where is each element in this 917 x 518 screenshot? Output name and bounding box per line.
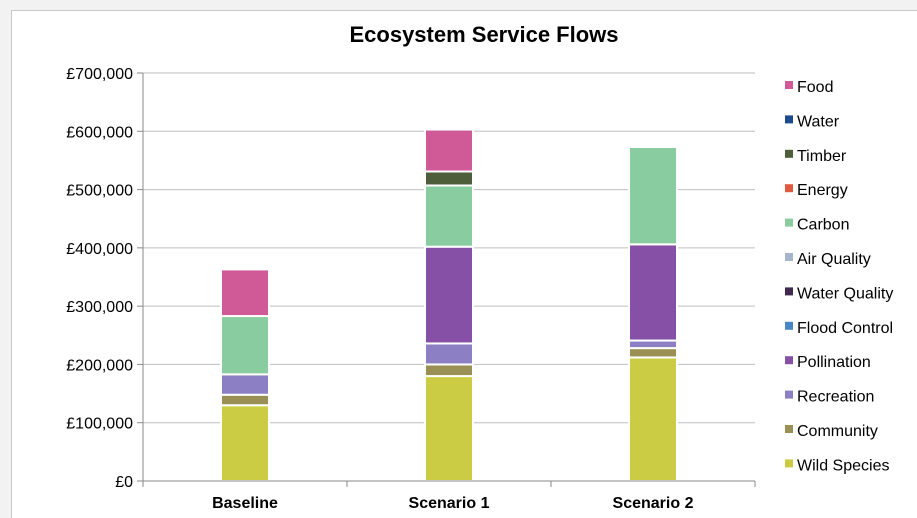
bar-segment-community [424, 363, 474, 378]
legend-label: Community [797, 423, 878, 440]
bar-segment-community [628, 347, 678, 359]
legend-swatch [785, 390, 793, 399]
bar-segment-wild-species [628, 356, 678, 483]
bar-segment-recreation [628, 339, 678, 350]
y-axis-tick-labels: £0 £100,000 £200,000 £300,000 £400,000 £500,0… [66, 66, 133, 491]
x-axis [142, 73, 756, 487]
legend-swatch [785, 356, 793, 365]
bar-segment-carbon [628, 146, 678, 246]
bar-segment-carbon [424, 184, 474, 248]
legend-label: Carbon [797, 217, 849, 234]
bar-segment-carbon [220, 315, 270, 376]
bar-segment-food [220, 268, 270, 318]
y-tick-label: £600,000 [66, 124, 133, 141]
legend-swatch [785, 81, 793, 89]
legend-swatch [785, 287, 793, 296]
legend: Food Water Timber Energy Carbon Air Quality Wa… [785, 79, 893, 474]
x-tick-label: Baseline [212, 495, 278, 512]
legend-label: Food [797, 79, 833, 96]
legend-label: Energy [797, 182, 848, 199]
legend-swatch [785, 459, 793, 468]
x-tick-label: Scenario 2 [613, 495, 694, 512]
y-tick-label: £400,000 [66, 241, 133, 258]
bar-stacks [220, 128, 678, 483]
legend-swatch [785, 149, 793, 158]
bar-segment-recreation [424, 342, 474, 366]
bar-stack-baseline [220, 268, 270, 483]
bar-segment-food [424, 128, 474, 173]
legend-label: Water Quality [797, 285, 893, 302]
legend-swatch [785, 425, 793, 433]
legend-label: Water [797, 113, 840, 130]
bar-segment-wild-species [220, 404, 270, 483]
bar-segment-recreation [220, 373, 270, 396]
legend-swatch [785, 321, 793, 330]
bar-segment-wild-species [424, 375, 474, 483]
legend-swatch [785, 218, 793, 227]
legend-swatch [785, 253, 793, 261]
bar-segment-pollination [628, 243, 678, 342]
legend-label: Pollination [797, 354, 871, 371]
y-tick-label: £300,000 [66, 299, 133, 316]
y-tick-label: £500,000 [66, 183, 133, 200]
y-tick-label: £700,000 [66, 66, 133, 83]
x-axis-tick-labels: Baseline Scenario 1 Scenario 2 [212, 495, 693, 512]
y-tick-label: £0 [115, 474, 133, 491]
y-tick-label: £200,000 [66, 357, 133, 374]
legend-swatch [785, 115, 793, 124]
legend-label: Timber [797, 148, 847, 165]
legend-swatch [785, 184, 793, 193]
legend-label: Recreation [797, 389, 874, 406]
bar-segment-timber [424, 170, 474, 187]
bar-segment-community [220, 393, 270, 407]
x-tick-label: Scenario 1 [409, 495, 490, 512]
bar-segment-pollination [424, 245, 474, 345]
chart-title: Ecosystem Service Flows [349, 22, 618, 47]
legend-label: Air Quality [797, 251, 871, 268]
legend-label: Wild Species [797, 457, 889, 474]
legend-label: Flood Control [797, 320, 893, 337]
y-tick-label: £100,000 [66, 416, 133, 433]
bar-stack-scenario-1 [424, 128, 474, 483]
bar-stack-scenario-2 [628, 146, 678, 483]
